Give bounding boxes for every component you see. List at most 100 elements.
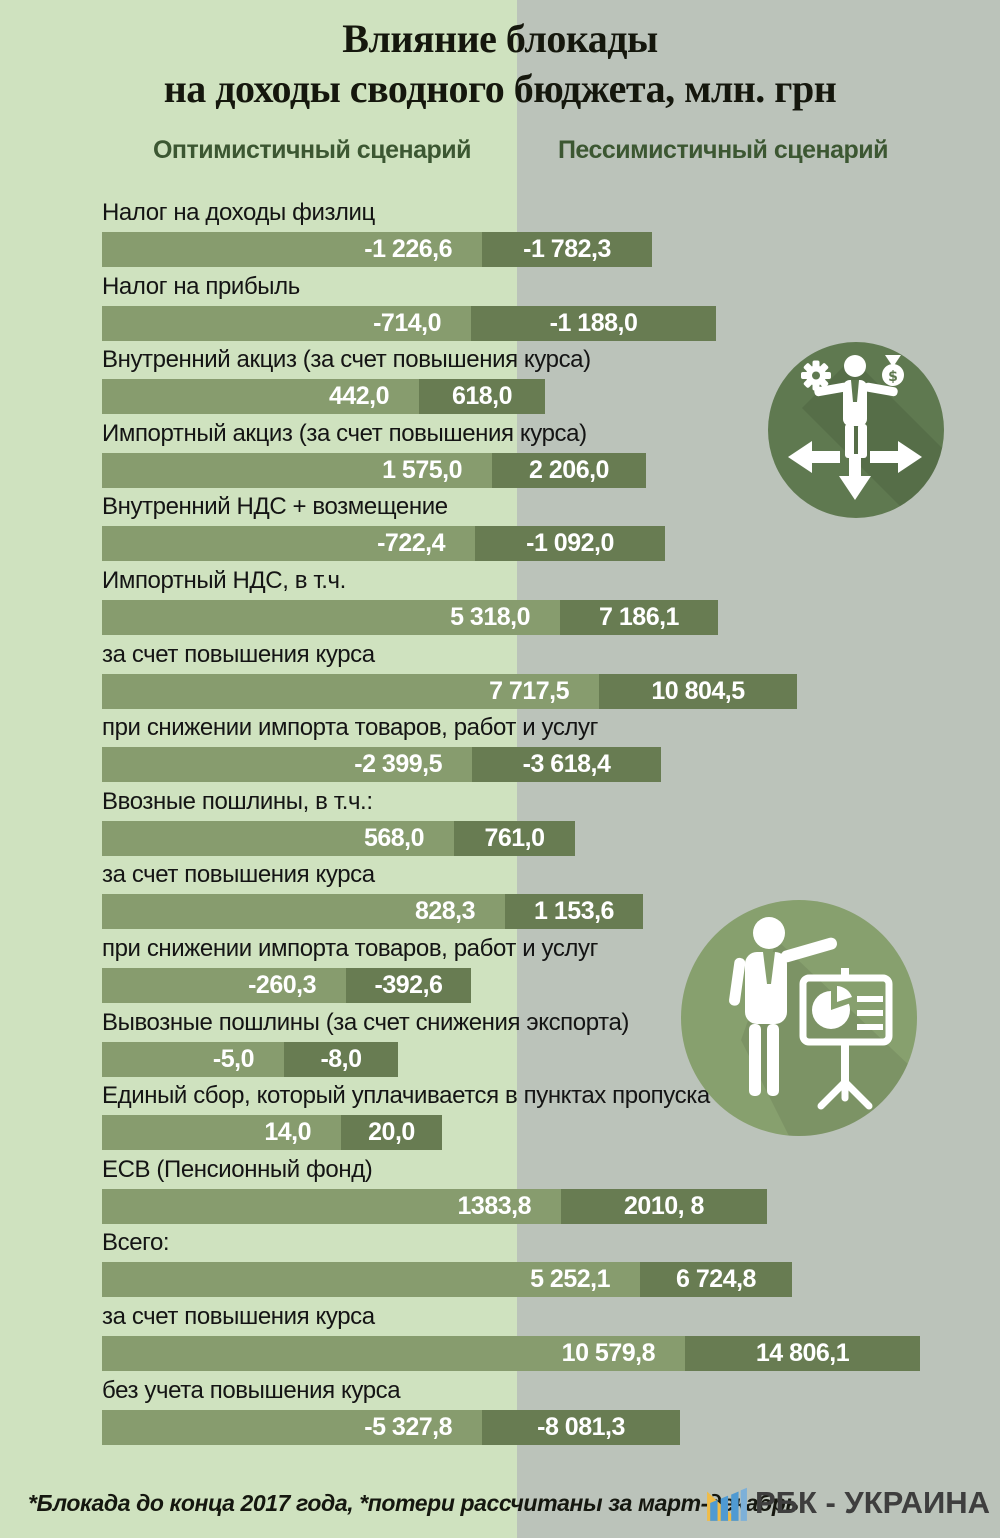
- optimistic-value: -2 399,5: [354, 750, 442, 779]
- man-tie: [851, 380, 859, 402]
- page-title: Влияние блокады на доходы сводного бюдже…: [0, 14, 1000, 114]
- pessimistic-bar: 10 804,5: [599, 673, 797, 709]
- row-label: Импортный акциз (за счет повышения курса…: [102, 419, 587, 447]
- optimistic-value: -5,0: [212, 1044, 255, 1073]
- pessimistic-value: 761,0: [484, 823, 545, 852]
- chart-row: Всего: 5 252,1 6 724,8: [102, 1227, 792, 1298]
- optimistic-bar: 5 318,0: [102, 600, 560, 635]
- row-label: за счет повышения курса: [102, 861, 375, 889]
- optimistic-value: 7 717,5: [489, 676, 569, 705]
- chart-row: за счет повышения курса 7 717,5 10 804,5: [102, 639, 797, 709]
- pessimistic-value: 6 724,8: [676, 1265, 756, 1294]
- optimistic-bar: 828,3: [102, 894, 505, 930]
- pessimistic-value: -392,6: [374, 971, 443, 999]
- optimistic-value: 568,0: [363, 823, 425, 852]
- chart-row: за счет повышения курса 828,3 1 153,6: [102, 859, 643, 930]
- row-label: Внутренний акциз (за счет повышения курс…: [102, 346, 591, 374]
- row-bars: 1 575,0 2 206,0: [102, 452, 646, 488]
- pessimistic-value: 1 153,6: [534, 897, 614, 926]
- row-bars: -2 399,5 -3 618,4: [102, 747, 661, 783]
- pessimistic-value: 14 806,1: [755, 1339, 850, 1367]
- presentation-board-icon: [681, 900, 917, 1136]
- pessimistic-bar: 14 806,1: [685, 1336, 920, 1371]
- optimistic-bar: 14,0: [102, 1115, 341, 1151]
- man-head: [844, 355, 866, 377]
- optimistic-value: 14,0: [264, 1118, 311, 1147]
- chart-row: Внутренний акциз (за счет повышения курс…: [102, 344, 591, 415]
- row-bars: -5,0 -8,0: [102, 1041, 629, 1077]
- row-bars: 10 579,8 14 806,1: [102, 1336, 920, 1371]
- businessman-pictogram: [814, 355, 898, 458]
- optimistic-value: -260,3: [248, 971, 316, 999]
- chart-row: Налог на доходы физлиц -1 226,6 -1 782,3: [102, 197, 652, 267]
- optimistic-value: -5 327,8: [364, 1412, 452, 1441]
- optimistic-bar: -722,4: [102, 526, 475, 562]
- optimistic-bar: -5 327,8: [102, 1409, 482, 1445]
- chart-row: Внутренний НДС + возмещение -722,4 -1 09…: [102, 491, 665, 562]
- chart-row: ЕСВ (Пенсионный фонд) 1383,8 2010, 8: [102, 1154, 767, 1224]
- svg-text:$: $: [888, 369, 898, 385]
- pessimistic-value: -3 618,4: [522, 750, 611, 779]
- presenter-pictogram: [729, 917, 837, 1096]
- optimistic-value: 442,0: [328, 382, 390, 411]
- optimistic-value: 1383,8: [457, 1191, 532, 1220]
- money-bag-icon: $: [882, 355, 904, 386]
- chart-row: за счет повышения курса 10 579,8 14 806,…: [102, 1301, 920, 1371]
- pie-chart-icon: [812, 986, 852, 1029]
- pessimistic-value: 10 804,5: [651, 676, 745, 705]
- pessimistic-bar: -392,6: [346, 968, 471, 1003]
- row-label: ЕСВ (Пенсионный фонд): [102, 1155, 373, 1183]
- optimistic-bar: -1 226,6: [102, 232, 482, 267]
- chart-row: без учета повышения курса -5 327,8 -8 08…: [102, 1375, 680, 1445]
- optimistic-bar: 1 575,0: [102, 452, 492, 488]
- row-label: Налог на доходы физлиц: [102, 199, 375, 226]
- pessimistic-value: 2 206,0: [529, 455, 609, 484]
- direction-arrows-icon: [788, 441, 922, 500]
- row-bars: -714,0 -1 188,0: [102, 305, 716, 341]
- column-header-optimistic: Оптимистичный сценарий: [152, 136, 472, 164]
- row-bars: 7 717,5 10 804,5: [102, 673, 797, 709]
- pessimistic-bar: 1 153,6: [505, 894, 643, 930]
- row-bars: 5 252,1 6 724,8: [102, 1262, 792, 1298]
- column-header-pessimistic: Пессимистичный сценарий: [557, 136, 889, 164]
- row-label: при снижении импорта товаров, работ и ус…: [102, 714, 598, 742]
- pessimistic-bar: 761,0: [454, 820, 575, 856]
- row-label: Ввозные пошлины, в т.ч.:: [102, 787, 373, 815]
- pessimistic-bar: -1 782,3: [482, 232, 652, 267]
- circle-background: [768, 342, 944, 518]
- row-label: без учета повышения курса: [102, 1376, 401, 1404]
- optimistic-bar: -260,3: [102, 968, 346, 1003]
- pessimistic-value: 618,0: [451, 382, 513, 411]
- optimistic-value: -714,0: [373, 308, 441, 337]
- row-bars: 828,3 1 153,6: [102, 894, 643, 930]
- row-bars: 1383,8 2010, 8: [102, 1188, 767, 1224]
- rbc-logo-icon: [707, 1487, 747, 1521]
- pessimistic-bar: 2 206,0: [492, 452, 646, 488]
- row-bars: -1 226,6 -1 782,3: [102, 232, 652, 267]
- optimistic-bar: -714,0: [102, 305, 471, 341]
- pessimistic-value: -1 092,0: [526, 529, 614, 558]
- pessimistic-bar: 618,0: [419, 379, 545, 415]
- pessimistic-bar: -8,0: [284, 1041, 398, 1077]
- pessimistic-value: 2010, 8: [624, 1191, 704, 1220]
- footnote: *Блокада до конца 2017 года, *потери рас…: [28, 1490, 799, 1516]
- chart-row: Импортный акциз (за счет повышения курса…: [102, 418, 646, 488]
- pessimistic-value: -1 188,0: [549, 308, 638, 337]
- pessimistic-bar: 6 724,8: [640, 1262, 792, 1298]
- row-bars: -260,3 -392,6: [102, 968, 598, 1003]
- tripod-stand: [817, 1078, 873, 1110]
- page-title-line1: Влияние блокады: [342, 16, 658, 61]
- optimistic-bar: 5 252,1: [102, 1262, 640, 1298]
- optimistic-bar: 568,0: [102, 820, 454, 856]
- optimistic-value: 1 575,0: [382, 455, 462, 484]
- pessimistic-bar: -8 081,3: [482, 1409, 680, 1445]
- chart-row: Импортный НДС, в т.ч. 5 318,0 7 186,1: [102, 565, 718, 635]
- optimistic-value: 10 579,8: [561, 1339, 656, 1367]
- optimistic-bar: 7 717,5: [102, 673, 599, 709]
- pessimistic-value: 20,0: [368, 1118, 415, 1147]
- optimistic-value: 828,3: [414, 897, 476, 926]
- optimistic-bar: -5,0: [102, 1041, 284, 1077]
- flipchart-board: [799, 968, 893, 1110]
- optimistic-bar: 1383,8: [102, 1188, 561, 1224]
